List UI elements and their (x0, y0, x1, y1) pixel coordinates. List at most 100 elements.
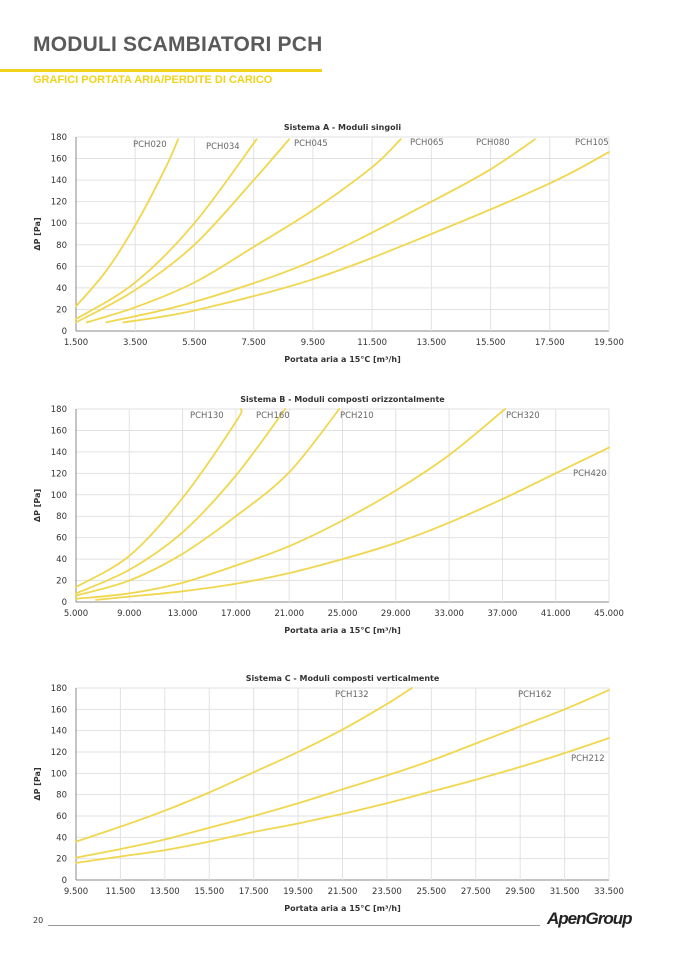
series-label-pch105: PCH105 (575, 138, 609, 148)
series-label-pch210: PCH210 (340, 411, 374, 421)
y-tick-label: 20 (56, 305, 67, 315)
x-tick-label: 29.500 (505, 887, 535, 897)
x-tick-label: 13.000 (168, 609, 198, 619)
y-tick-label: 60 (56, 534, 67, 544)
y-tick-label: 120 (51, 469, 67, 479)
series-label-pch160: PCH160 (256, 411, 290, 421)
chart-sistema-b: Sistema B - Moduli composti orizzontalme… (33, 395, 624, 635)
y-tick-label: 100 (51, 219, 67, 229)
x-tick-label: 1.500 (64, 338, 88, 348)
x-tick-label: 37.000 (488, 609, 518, 619)
y-tick-label: 180 (51, 133, 67, 143)
title-underline (0, 69, 322, 72)
y-tick-label: 20 (56, 577, 67, 587)
series-label-pch080: PCH080 (476, 138, 510, 148)
y-tick-label: 140 (51, 176, 67, 186)
x-axis-label: Portata aria a 15°C [m³/h] (284, 355, 401, 364)
series-label-pch320: PCH320 (506, 411, 540, 421)
curve-pch045 (75, 138, 291, 324)
y-tick-label: 160 (51, 426, 67, 436)
x-tick-label: 41.000 (541, 609, 571, 619)
x-tick-label: 17.500 (535, 338, 565, 348)
x-tick-label: 15.500 (194, 887, 224, 897)
series-label-pch065: PCH065 (410, 138, 444, 148)
curve-pch065 (85, 138, 402, 324)
series-label-pch132: PCH132 (335, 690, 369, 700)
x-tick-label: 5.500 (182, 338, 206, 348)
x-tick-label: 33.500 (594, 887, 624, 897)
series-label-pch212: PCH212 (571, 754, 605, 764)
page-number: 20 (33, 916, 44, 925)
curve-pch420 (95, 446, 610, 601)
chart-title: Sistema C - Moduli composti verticalment… (246, 674, 440, 683)
y-tick-label: 120 (51, 198, 67, 208)
y-axis-label: ΔP [Pa] (33, 217, 42, 250)
x-tick-label: 23.500 (372, 887, 402, 897)
y-tick-label: 80 (56, 241, 67, 251)
x-tick-label: 9.500 (301, 338, 325, 348)
y-tick-label: 60 (56, 812, 67, 822)
y-tick-label: 40 (56, 555, 67, 565)
x-tick-label: 21.500 (328, 887, 358, 897)
series-label-pch045: PCH045 (294, 139, 328, 149)
x-axis-label: Portata aria a 15°C [m³/h] (284, 904, 401, 913)
y-tick-label: 80 (56, 791, 67, 801)
y-tick-label: 0 (62, 598, 67, 608)
chart-title: Sistema B - Moduli composti orizzontalme… (240, 395, 445, 404)
y-tick-label: 180 (51, 405, 67, 415)
apengroup-logo: ApenGroup (547, 909, 632, 928)
curve-pch080 (105, 138, 536, 324)
curve-pch210 (75, 408, 341, 597)
y-tick-label: 140 (51, 448, 67, 458)
x-axis-label: Portata aria a 15°C [m³/h] (284, 626, 401, 635)
curve-pch020 (75, 138, 180, 308)
x-tick-label: 9.000 (117, 609, 141, 619)
y-tick-label: 0 (62, 327, 67, 337)
x-tick-label: 19.500 (283, 887, 313, 897)
x-tick-label: 21.000 (274, 609, 304, 619)
chart-title: Sistema A - Moduli singoli (284, 123, 401, 132)
y-tick-label: 160 (51, 705, 67, 715)
y-axis-label: ΔP [Pa] (33, 489, 42, 522)
x-tick-label: 29.000 (381, 609, 411, 619)
series-label-pch420: PCH420 (573, 469, 607, 479)
x-tick-label: 15.500 (476, 338, 506, 348)
y-tick-label: 80 (56, 512, 67, 522)
x-tick-label: 9.500 (64, 887, 88, 897)
y-tick-label: 180 (51, 684, 67, 694)
y-axis-label: ΔP [Pa] (33, 767, 42, 800)
curve-pch034 (75, 138, 258, 320)
x-tick-label: 3.500 (123, 338, 147, 348)
x-tick-label: 13.500 (150, 887, 180, 897)
page-subtitle: GRAFICI PORTATA ARIA/PERDITE DI CARICO (33, 74, 273, 86)
x-tick-label: 25.500 (416, 887, 446, 897)
series-label-pch162: PCH162 (518, 690, 552, 700)
x-tick-label: 13.500 (416, 338, 446, 348)
page-title: MODULI SCAMBIATORI PCH (33, 33, 323, 56)
x-tick-label: 19.500 (594, 338, 624, 348)
x-tick-label: 33.000 (434, 609, 464, 619)
series-label-pch020: PCH020 (133, 140, 167, 150)
x-tick-label: 17.000 (221, 609, 251, 619)
y-tick-label: 40 (56, 284, 67, 294)
x-tick-label: 27.500 (461, 887, 491, 897)
curve-pch132 (75, 687, 413, 843)
x-tick-label: 11.500 (106, 887, 136, 897)
footer-divider (48, 925, 540, 926)
curve-pch160 (75, 408, 287, 595)
series-label-pch034: PCH034 (206, 142, 240, 152)
curve-pch320 (75, 408, 506, 600)
y-tick-label: 60 (56, 262, 67, 272)
x-tick-label: 17.500 (239, 887, 269, 897)
y-tick-label: 100 (51, 769, 67, 779)
curve-pch212 (75, 737, 610, 864)
x-tick-label: 5.000 (64, 609, 88, 619)
y-tick-label: 0 (62, 876, 67, 886)
curve-pch105 (122, 151, 610, 324)
y-tick-label: 100 (51, 491, 67, 501)
x-tick-label: 25.000 (328, 609, 358, 619)
y-tick-label: 140 (51, 727, 67, 737)
series-label-pch130: PCH130 (190, 411, 224, 421)
y-tick-label: 120 (51, 748, 67, 758)
y-tick-label: 40 (56, 833, 67, 843)
